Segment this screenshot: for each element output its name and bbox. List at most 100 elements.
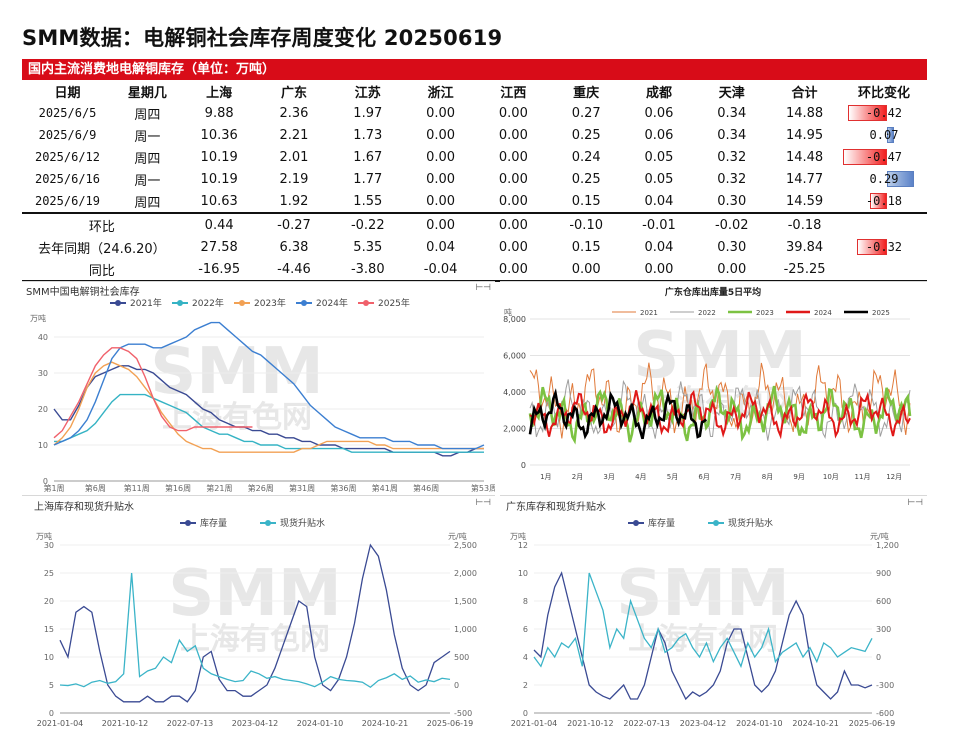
legend-marker — [177, 300, 183, 306]
weekday-cell: 周四 — [134, 107, 161, 123]
value-cell: 0.15 — [571, 239, 601, 255]
summary-label-cell: 同比 — [22, 258, 182, 282]
value-cell: 0.00 — [498, 193, 528, 209]
value-cell: 0.00 — [498, 171, 528, 187]
panel-control-icon[interactable]: ⊢⊣ — [475, 498, 491, 508]
y-tick-label: 0 — [43, 477, 48, 486]
table-column-header: 星期几 — [127, 85, 167, 101]
y-left-tick-label: 12 — [518, 541, 528, 550]
summary-label-cell: 环比 — [22, 212, 182, 236]
x-tick-label: 2025-06-19 — [849, 719, 896, 728]
watermark-smm: SMM — [616, 557, 789, 631]
x-tick-label: 7月 — [730, 473, 741, 481]
y-tick-label: 20 — [38, 405, 48, 414]
value-cell: 0.15 — [571, 193, 601, 209]
change-databar — [842, 149, 887, 165]
table-column-header: 上海 — [206, 85, 233, 101]
change-cell: -0.47 — [841, 146, 927, 168]
y-right-tick-label: -600 — [876, 709, 894, 718]
y-axis-unit: 万吨 — [30, 313, 46, 323]
y-right-tick-label: 900 — [876, 569, 891, 578]
y-axis-unit: 吨 — [504, 307, 512, 317]
x-tick-label: 9月 — [793, 473, 804, 481]
legend-marker — [301, 300, 307, 306]
legend-label: 2023 — [756, 309, 774, 317]
y-right-tick-label: 600 — [876, 597, 891, 606]
page-title: SMM数据：电解铜社会库存周度变化 20250619 — [22, 26, 503, 50]
x-tick-label: 第46周 — [413, 483, 439, 493]
x-tick-label: 2021-01-04 — [37, 719, 84, 728]
value-cell: 6.38 — [279, 239, 309, 255]
weekday-cell: 周一 — [134, 129, 161, 145]
value-cell: 0.00 — [695, 258, 769, 282]
value-cell: 10.36 — [200, 127, 238, 143]
x-tick-label: 2023-04-12 — [680, 719, 727, 728]
chart-title: 上海库存和现货升贴水 — [34, 502, 134, 513]
x-tick-label: 第36周 — [330, 483, 356, 493]
y-tick-label: 2,000 — [503, 425, 526, 434]
x-tick-label: 第1周 — [43, 483, 64, 493]
x-tick-label: 第53周 — [471, 483, 495, 493]
date-cell: 2025/6/9 — [38, 128, 97, 142]
value-cell: 1.73 — [353, 127, 383, 143]
x-tick-label: 6月 — [698, 473, 709, 481]
y-right-tick-label: 0 — [454, 681, 459, 690]
table-column-header: 重庆 — [573, 85, 600, 101]
value-cell: 2.01 — [279, 149, 309, 165]
table-column-header: 环比变化 — [857, 85, 910, 101]
x-tick-label: 第21周 — [206, 483, 232, 493]
value-cell: 0.05 — [644, 171, 674, 187]
value-cell: 1.67 — [353, 149, 383, 165]
y-tick-label: 6,000 — [503, 352, 526, 361]
x-tick-label: 11月 — [855, 473, 871, 481]
y-tick-label: 10 — [38, 441, 48, 450]
change-cell: -0.42 — [841, 102, 927, 124]
panel-control-icon[interactable]: ⊢⊣ — [475, 283, 491, 293]
legend-label: 2022年 — [192, 297, 224, 309]
change-databar — [847, 105, 887, 121]
y-tick-label: 30 — [38, 369, 48, 378]
x-tick-label: 第26周 — [248, 483, 274, 493]
value-cell: 14.95 — [785, 127, 824, 143]
legend-label: 现货升贴水 — [280, 517, 325, 529]
change-databar — [886, 171, 915, 187]
value-cell: 0.00 — [426, 171, 456, 187]
legend-marker — [363, 300, 369, 306]
series-line-库存量 — [59, 543, 451, 703]
table-header-row: 日期 星期几 上海 广东 江苏 浙江 江西 重庆 成都 天津 合计 环比变化 — [22, 80, 927, 102]
series-line-2023年 — [53, 361, 484, 453]
legend-label: 2025年 — [378, 297, 410, 309]
y-right-tick-label: 0 — [876, 653, 881, 662]
value-cell: 10.63 — [200, 193, 238, 209]
panel-control-icon[interactable]: ⊢⊣ — [907, 498, 923, 508]
watermark-cn: 上海有色网 — [162, 400, 312, 435]
legend-label: 2022 — [698, 309, 716, 317]
y-right-tick-label: 2,500 — [454, 541, 477, 550]
legend-marker — [185, 520, 191, 526]
x-tick-label: 2月 — [572, 473, 583, 481]
table-row: 2025/6/12 周四 10.19 2.01 1.67 0.00 0.00 0.24 0.05… — [22, 146, 927, 168]
summary-row: 环比 0.44 -0.27 -0.22 0.00 0.00 -0.10 -0.01 -0.02-… — [22, 212, 927, 236]
value-cell: 0.04 — [426, 239, 456, 255]
value-cell: 1.55 — [353, 193, 383, 209]
table-row: 2025/6/9 周一 10.36 2.21 1.73 0.00 0.00 0.25 0.06 0… — [22, 124, 927, 146]
watermark-cn: 上海有色网 — [180, 622, 330, 657]
value-cell: 0.00 — [476, 212, 550, 236]
y-right-tick-label: 1,000 — [454, 625, 477, 634]
change-databar — [856, 239, 887, 255]
x-tick-label: 3月 — [603, 473, 614, 481]
table-column-header: 合计 — [791, 85, 818, 101]
y-left-tick-label: 20 — [44, 597, 54, 606]
value-cell: -0.18 — [768, 212, 841, 236]
chart-panel-guangdong-outflow: SMM 上海有色网 广东仓库出库量5日平均吨 2021 2022 2023 2024 2025… — [500, 281, 927, 493]
value-cell: -16.95 — [181, 258, 257, 282]
change-value: 0.29 — [869, 172, 899, 186]
change-cell — [840, 258, 927, 282]
y-tick-label: 8,000 — [503, 315, 526, 324]
value-cell: 0.24 — [571, 149, 601, 165]
date-cell: 2025/6/19 — [34, 194, 101, 208]
legend-label: 2021 — [640, 309, 658, 317]
y-left-tick-label: 4 — [523, 653, 528, 662]
